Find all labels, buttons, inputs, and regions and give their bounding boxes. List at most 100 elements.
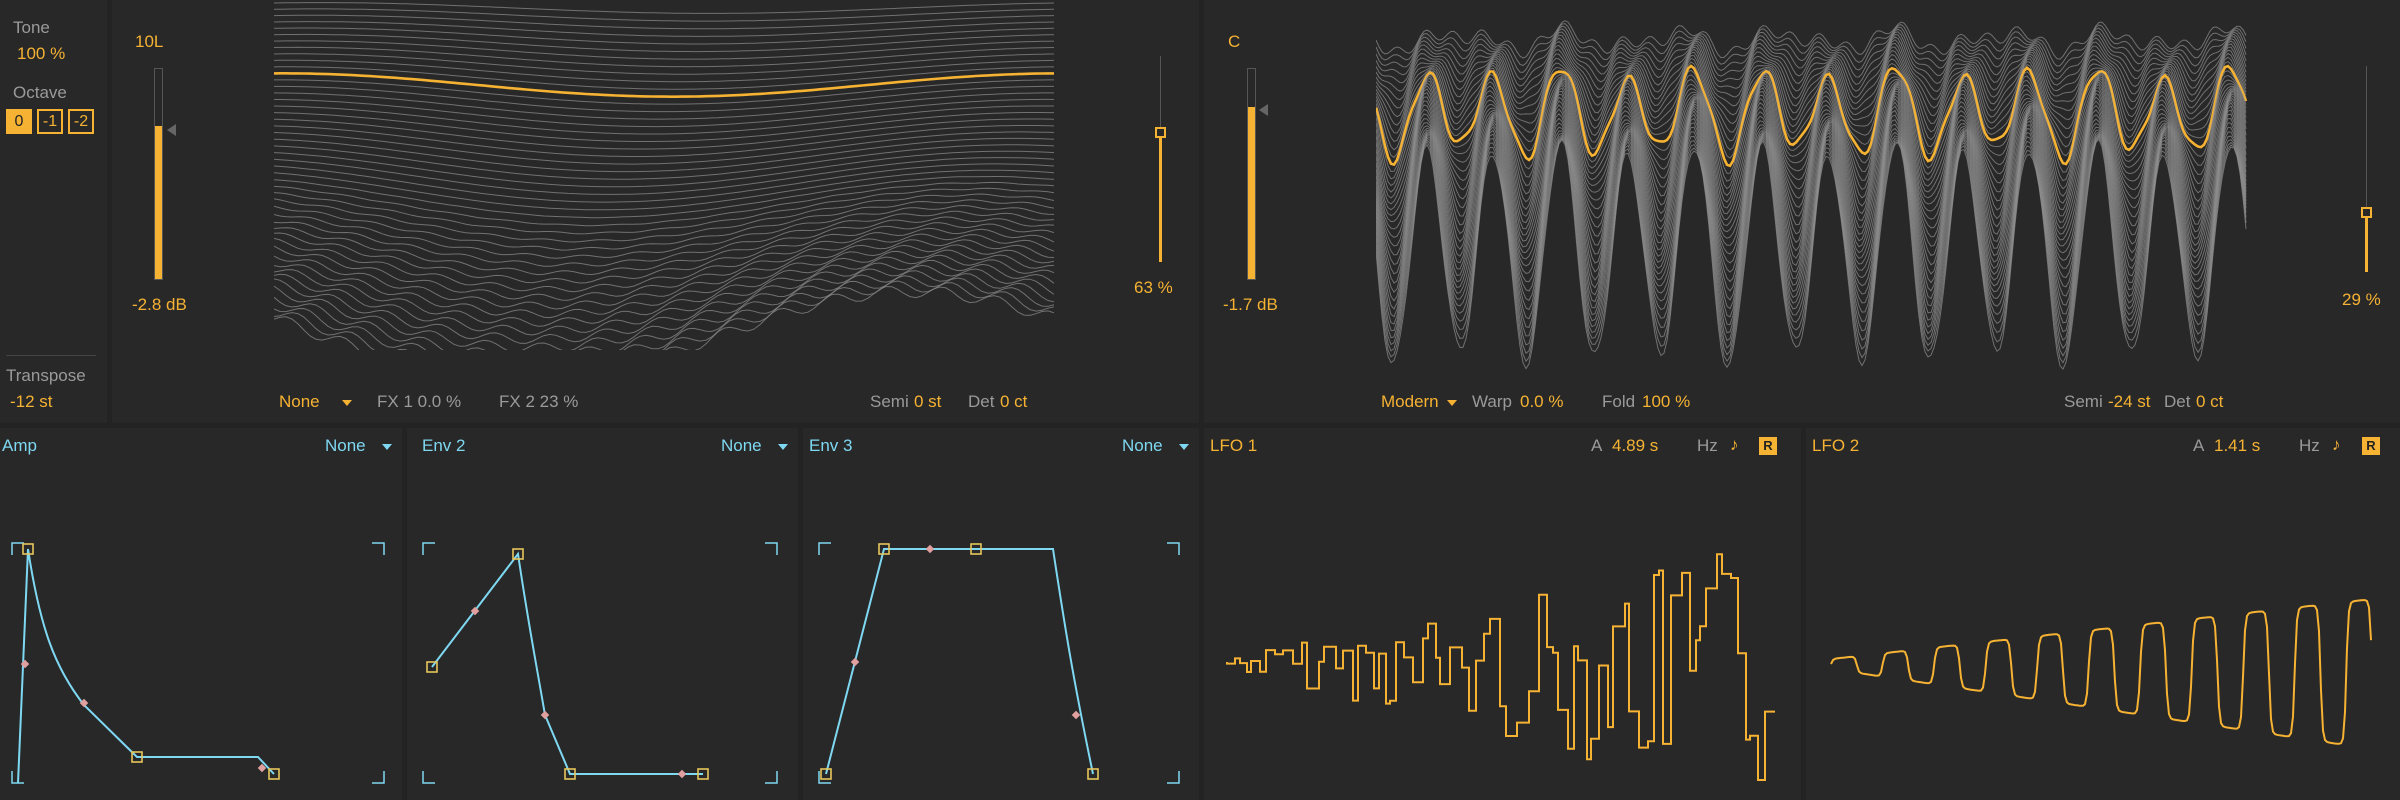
- osc1-wavetable-frame: [274, 33, 1054, 53]
- osc2-wavetable-frame: [1376, 20, 2247, 60]
- lfo1-retrigger-button[interactable]: R: [1759, 437, 1777, 455]
- osc2-wavetable-frame: [1376, 39, 2247, 109]
- osc2-wavetable-frame: [1376, 69, 2247, 174]
- osc2-gain-marker-icon: [1259, 104, 1268, 116]
- osc1-gain-value[interactable]: -2.8 dB: [132, 295, 187, 314]
- transpose-value[interactable]: -12 st: [10, 392, 53, 411]
- lfo2-rate-mode[interactable]: A: [2193, 436, 2205, 455]
- lfo2-retrigger-button[interactable]: R: [2362, 437, 2380, 455]
- lfo1-title: LFO 1: [1210, 436, 1258, 455]
- osc1-wavetable-frame: [274, 21, 1054, 37]
- lfo1-rate-value[interactable]: 4.89 s: [1612, 436, 1659, 455]
- envelope-breakpoint-handle: [22, 543, 34, 555]
- osc1-fx1[interactable]: FX 1 0.0 %: [377, 392, 462, 411]
- octave-button-minus-2[interactable]: -2: [68, 109, 94, 134]
- osc1-wavetable-frame: [274, 131, 1054, 165]
- lfo2-hz-toggle[interactable]: Hz: [2299, 436, 2320, 455]
- osc2-wavetable-frame: [1376, 36, 2247, 101]
- env2-panel: Env 2 None: [407, 428, 798, 800]
- env2-editor[interactable]: [407, 428, 798, 800]
- env3-mod-select[interactable]: None: [1122, 436, 1190, 456]
- amp-envelope-mod-value: None: [325, 436, 366, 455]
- env3-title: Env 3: [809, 436, 853, 455]
- lfo1-rate-mode[interactable]: A: [1591, 436, 1603, 455]
- osc2-wavetable-frame: [1376, 33, 2247, 93]
- osc2-wavetable-display[interactable]: [1376, 0, 2248, 370]
- osc1-wavetable-frame: [274, 169, 1054, 211]
- osc2-selected-frame: [1376, 64, 2248, 168]
- osc2-wavetable-frame: [1376, 84, 2247, 230]
- osc2-wavetable-frame: [1376, 56, 2247, 151]
- osc1-semi-label: Semi: [870, 392, 909, 411]
- osc2-wavetable-frame: [1376, 46, 2247, 126]
- osc1-wavetable-frame: [274, 8, 1054, 22]
- osc2-wavetable-frame: [1376, 87, 2247, 236]
- osc1-wavetable-frame: [274, 227, 1054, 293]
- osc2-fold-value[interactable]: 100 %: [1642, 392, 1691, 411]
- osc1-wavetable-frame: [274, 275, 1054, 350]
- envelope-corner-mark: [422, 771, 435, 784]
- osc2-position-handle[interactable]: [2361, 207, 2372, 218]
- osc2-gain-meter[interactable]: [1247, 68, 1256, 280]
- lfo2-sync-note-icon[interactable]: ♪: [2332, 435, 2341, 454]
- osc2-semi-value[interactable]: -24 st: [2108, 392, 2151, 411]
- osc1-wavetable-frame: [274, 125, 1054, 157]
- osc1-position-handle[interactable]: [1155, 127, 1166, 138]
- lfo1-waveform: [1226, 553, 1775, 781]
- envelope-breakpoint-handle: [1087, 768, 1099, 780]
- envelope-corner-mark: [11, 771, 24, 784]
- osc2-position-fill: [2365, 212, 2368, 272]
- osc2-wavetable-frame: [1376, 117, 2247, 310]
- lfo2-waveform: [1830, 599, 2372, 745]
- osc2-wavetable-frame: [1376, 49, 2247, 134]
- osc1-wavetable-frame: [274, 98, 1054, 128]
- osc2-det-value[interactable]: 0 ct: [2196, 392, 2224, 411]
- osc1-semi-value[interactable]: 0 st: [914, 392, 942, 411]
- envelope-curve: [825, 548, 1094, 775]
- osc1-position-value[interactable]: 63 %: [1134, 278, 1173, 297]
- osc2-semi-label: Semi: [2064, 392, 2103, 411]
- envelope-corner-mark: [1167, 542, 1180, 555]
- osc2-wavetable-frame: [1376, 76, 2247, 197]
- osc1-wavetable-frame: [274, 112, 1054, 142]
- osc2-gain-value[interactable]: -1.7 dB: [1223, 295, 1278, 314]
- env3-editor[interactable]: [803, 428, 1199, 800]
- osc1-wavetable-frame: [274, 280, 1054, 350]
- lfo1-panel: LFO 1 A 4.89 s Hz ♪ R: [1204, 428, 1801, 800]
- lfo1-sync-note-icon[interactable]: ♪: [1730, 435, 1739, 454]
- octave-button-minus-1[interactable]: -1: [37, 109, 63, 134]
- osc2-wavetable-frame: [1376, 42, 2247, 118]
- osc2-wavetable-frame: [1376, 52, 2247, 142]
- osc1-det-value[interactable]: 0 ct: [1000, 392, 1028, 411]
- envelope-breakpoint-handle: [564, 768, 576, 780]
- osc2-fx-select[interactable]: Modern: [1381, 392, 1458, 412]
- osc1-gain-meter[interactable]: [154, 68, 163, 280]
- osc2-wavetable-label[interactable]: C: [1228, 32, 1241, 51]
- osc1-selected-frame: [274, 72, 1054, 98]
- transpose-label: Transpose: [6, 366, 86, 385]
- osc2-position-track[interactable]: [2366, 66, 2367, 272]
- osc2-position-value[interactable]: 29 %: [2342, 290, 2381, 309]
- osc1-fx-select[interactable]: None: [279, 392, 353, 412]
- envelope-corner-mark: [1167, 771, 1180, 784]
- osc1-wavetable-display[interactable]: [274, 0, 1054, 350]
- envelope-corner-mark: [765, 542, 778, 555]
- osc1-fx2[interactable]: FX 2 23 %: [499, 392, 579, 411]
- tone-value[interactable]: 100 %: [17, 44, 66, 63]
- osc2-wavetable-frame: [1376, 75, 2247, 190]
- chevron-down-icon: [778, 443, 789, 450]
- osc2-wavetable-frame: [1376, 92, 2247, 248]
- envelope-corner-mark: [372, 771, 385, 784]
- env2-mod-select[interactable]: None: [721, 436, 789, 456]
- lfo2-rate-value[interactable]: 1.41 s: [2214, 436, 2261, 455]
- osc2-warp-value[interactable]: 0.0 %: [1520, 392, 1564, 411]
- tone-label: Tone: [13, 18, 50, 37]
- amp-envelope-mod-select[interactable]: None: [325, 436, 393, 456]
- osc2-wavetable-frame: [1376, 113, 2247, 302]
- lfo1-hz-toggle[interactable]: Hz: [1697, 436, 1718, 455]
- osc1-wavetable-label[interactable]: 10L: [135, 32, 164, 51]
- osc2-wavetable-frame: [1376, 60, 2247, 159]
- amp-envelope-editor[interactable]: [0, 428, 402, 800]
- osc1-wavetable-frame: [274, 244, 1054, 319]
- octave-button-0[interactable]: 0: [6, 109, 32, 134]
